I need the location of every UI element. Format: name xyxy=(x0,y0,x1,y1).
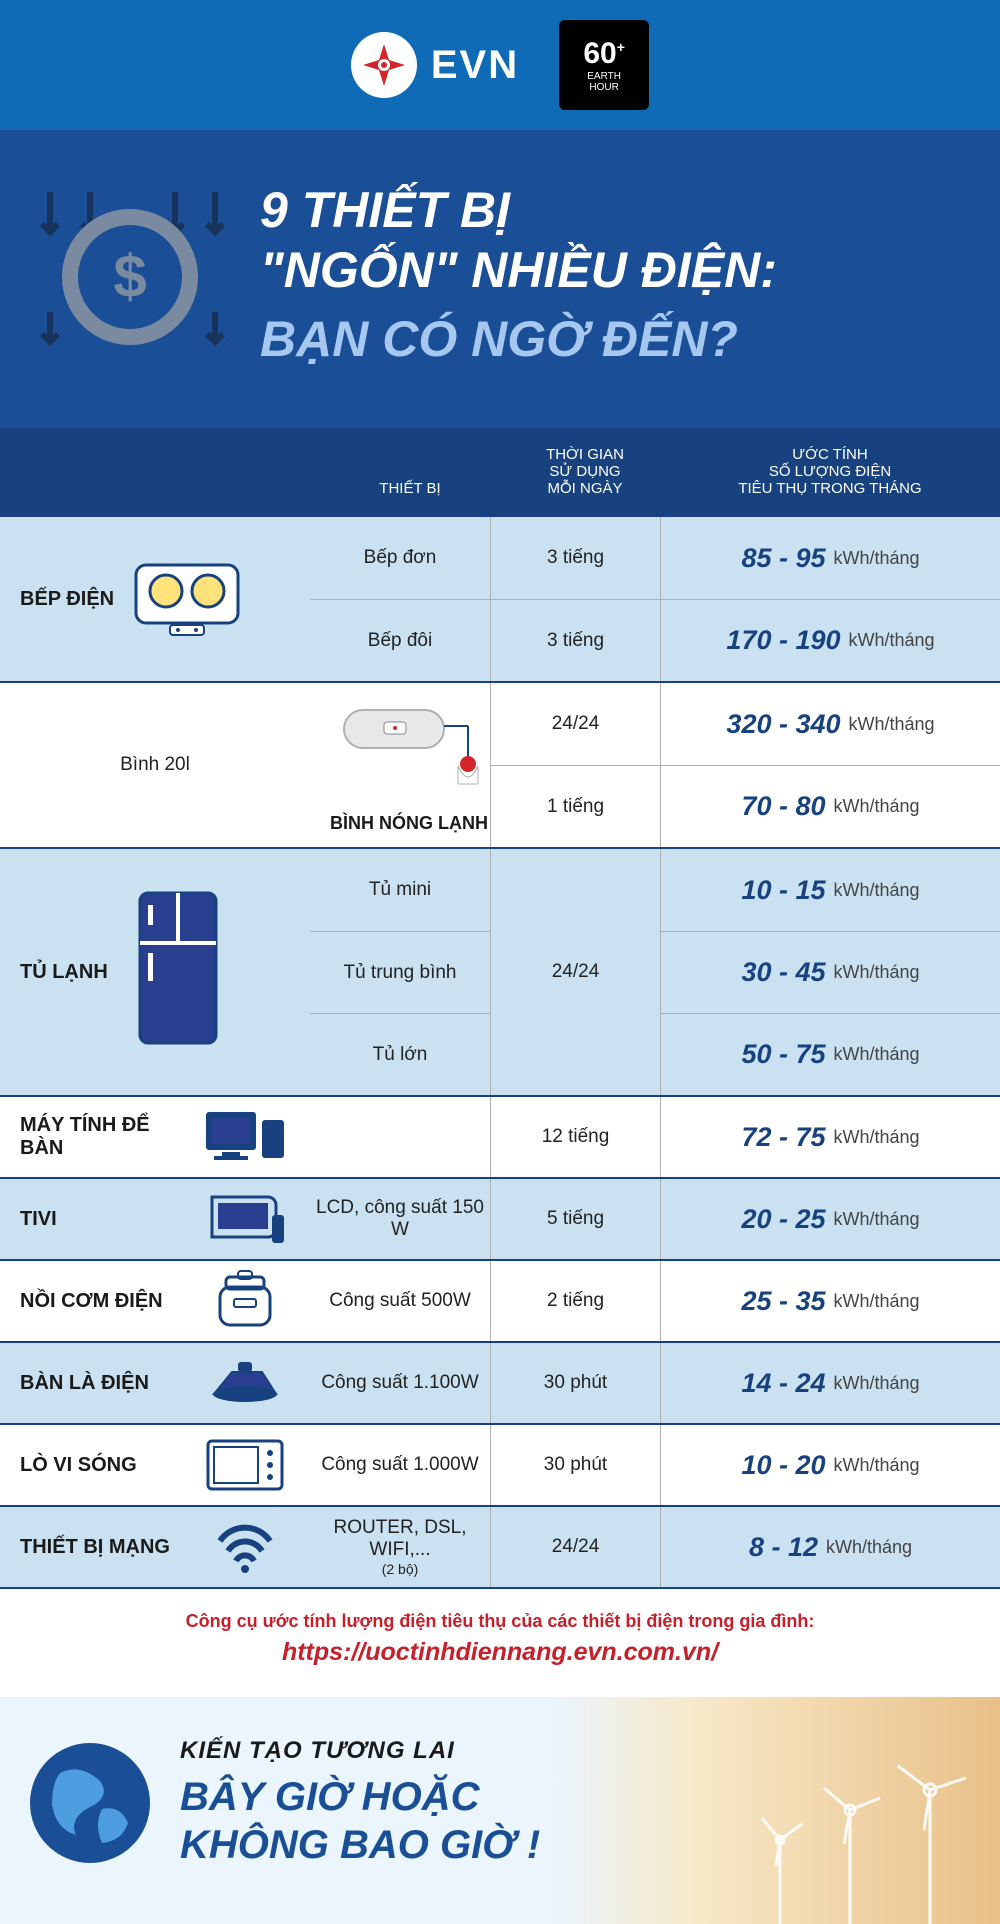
cat-label: BÀN LÀ ĐIỆN xyxy=(0,1372,180,1395)
time-shared: 24/24 xyxy=(490,849,660,1095)
earth-hour-label1: EARTH xyxy=(587,71,621,82)
energy: 50 - 75kWh/tháng xyxy=(660,1014,1000,1095)
energy: 8 - 12kWh/tháng xyxy=(660,1507,1000,1587)
footer-note-url: https://uoctinhdiennang.evn.com.vn/ xyxy=(20,1638,980,1667)
time: 30 phút xyxy=(490,1343,660,1423)
cat-label: THIẾT BỊ MẠNG xyxy=(0,1536,180,1559)
appliance-icon xyxy=(180,1261,310,1341)
time: 3 tiếng xyxy=(490,600,660,681)
evn-logo-icon xyxy=(351,32,417,98)
device: Tủ mini xyxy=(310,849,490,931)
evn-brand-text: EVN xyxy=(431,43,519,88)
earth-hour-label2: HOUR xyxy=(589,82,618,93)
device: Công suất 1.000W xyxy=(310,1454,490,1476)
cat-label: BÌNH NÓNG LẠNH xyxy=(330,813,488,834)
device: ROUTER, DSL, WIFI,...(2 bộ) xyxy=(310,1517,490,1577)
device: Tủ trung bình xyxy=(310,932,490,1013)
appliance-icon xyxy=(180,1098,310,1176)
globe-icon xyxy=(30,1743,150,1863)
time: 24/24 xyxy=(490,683,660,765)
table-row: BÀN LÀ ĐIỆN Công suất 1.100W 30 phút 14 … xyxy=(0,1341,1000,1423)
earth-hour-plus: + xyxy=(617,39,625,55)
earth-hour-badge: 60+ EARTH HOUR xyxy=(559,20,649,110)
row-bep-dien: BẾP ĐIỆN Bếp đơn 3 tiếng 85 - 95kWh/thán… xyxy=(0,515,1000,681)
energy: 25 - 35kWh/tháng xyxy=(660,1261,1000,1341)
appliance-icon xyxy=(180,1425,310,1505)
row-tu-lanh: TỦ LẠNH Tủ mini Tủ trung bình Tủ lớn 24/… xyxy=(0,847,1000,1095)
row-binh-nong-lanh: BÌNH NÓNG LẠNH Bình 20l 24/24 320 - 340k… xyxy=(0,681,1000,847)
cat-label: LÒ VI SÓNG xyxy=(0,1454,180,1477)
footer-banner: KIẾN TẠO TƯƠNG LAI BÂY GIỜ HOẶC KHÔNG BA… xyxy=(0,1697,1000,1924)
col-time: THỜI GIAN SỬ DỤNG MỖI NGÀY xyxy=(500,446,670,497)
svg-text:$: $ xyxy=(113,243,146,310)
time: 12 tiếng xyxy=(490,1097,660,1177)
windmills-icon xyxy=(740,1764,1000,1924)
energy: 10 - 15kWh/tháng xyxy=(660,849,1000,931)
col-energy: ƯỚC TÍNH SỐ LƯỢNG ĐIỆN TIÊU THỤ TRONG TH… xyxy=(670,446,990,497)
energy: 72 - 75kWh/tháng xyxy=(660,1097,1000,1177)
title-line-2: BẠN CÓ NGỜ ĐẾN? xyxy=(260,310,970,368)
stove-icon xyxy=(132,551,242,647)
energy: 14 - 24kWh/tháng xyxy=(660,1343,1000,1423)
energy: 320 - 340kWh/tháng xyxy=(660,683,1000,765)
table-header-row: THIẾT BỊ THỜI GIAN SỬ DỤNG MỖI NGÀY ƯỚC … xyxy=(0,428,1000,515)
appliance-icon xyxy=(180,1181,310,1257)
water-heater-icon xyxy=(330,696,480,802)
device: Công suất 1.100W xyxy=(310,1372,490,1394)
cat-label: TIVI xyxy=(0,1208,180,1231)
title-section: $ 9 THIẾT BỊ "NGỐN" NHIỀU ĐIỆN: BẠN CÓ N… xyxy=(0,130,1000,428)
energy: 30 - 45kWh/tháng xyxy=(660,932,1000,1013)
banner-line2b: KHÔNG BAO GIỜ ! xyxy=(180,1821,540,1869)
col-device: THIẾT BỊ xyxy=(320,480,500,497)
time: 3 tiếng xyxy=(490,517,660,599)
header-bar: EVN 60+ EARTH HOUR xyxy=(0,0,1000,130)
cat-label: MÁY TÍNH ĐỂ BÀN xyxy=(0,1114,180,1160)
cat-label: NỒI CƠM ĐIỆN xyxy=(0,1290,180,1313)
fridge-icon xyxy=(128,879,228,1065)
energy: 70 - 80kWh/tháng xyxy=(660,766,1000,847)
device: Bếp đơn xyxy=(310,517,490,599)
appliance-icon xyxy=(180,1511,310,1583)
device: Bếp đôi xyxy=(310,600,490,681)
footer-note-label: Công cụ ước tính lượng điện tiêu thụ của… xyxy=(20,1611,980,1632)
device: Công suất 500W xyxy=(310,1290,490,1312)
earth-hour-60: 60 xyxy=(583,37,616,70)
time: 5 tiếng xyxy=(490,1179,660,1259)
title-line-1a: 9 THIẾT BỊ xyxy=(260,180,970,240)
time: 30 phút xyxy=(490,1425,660,1505)
time: 2 tiếng xyxy=(490,1261,660,1341)
time: 24/24 xyxy=(490,1507,660,1587)
time: 1 tiếng xyxy=(490,766,660,847)
cat-label: TỦ LẠNH xyxy=(20,961,108,984)
energy: 85 - 95kWh/tháng xyxy=(660,517,1000,599)
device: Bình 20l xyxy=(0,683,310,847)
energy: 20 - 25kWh/tháng xyxy=(660,1179,1000,1259)
table-row: MÁY TÍNH ĐỂ BÀN 12 tiếng 72 - 75kWh/thán… xyxy=(0,1095,1000,1177)
energy: 10 - 20kWh/tháng xyxy=(660,1425,1000,1505)
data-table: BẾP ĐIỆN Bếp đơn 3 tiếng 85 - 95kWh/thán… xyxy=(0,515,1000,1587)
device: LCD, công suất 150 W xyxy=(310,1197,490,1241)
appliance-icon xyxy=(180,1350,310,1416)
dollar-savings-icon: $ xyxy=(30,182,230,367)
device: Tủ lớn xyxy=(310,1014,490,1095)
table-row: NỒI CƠM ĐIỆN Công suất 500W 2 tiếng 25 -… xyxy=(0,1259,1000,1341)
banner-line1: KIẾN TẠO TƯƠNG LAI xyxy=(180,1737,540,1765)
energy: 170 - 190kWh/tháng xyxy=(660,600,1000,681)
table-row: THIẾT BỊ MẠNG ROUTER, DSL, WIFI,...(2 bộ… xyxy=(0,1505,1000,1587)
table-row: TIVI LCD, công suất 150 W 5 tiếng 20 - 2… xyxy=(0,1177,1000,1259)
cat-label: BẾP ĐIỆN xyxy=(20,588,114,611)
evn-logo: EVN xyxy=(351,32,519,98)
table-row: LÒ VI SÓNG Công suất 1.000W 30 phút 10 -… xyxy=(0,1423,1000,1505)
title-line-1b: "NGỐN" NHIỀU ĐIỆN: xyxy=(260,240,970,300)
banner-line2a: BÂY GIỜ HOẶC xyxy=(180,1773,540,1821)
footer-note: Công cụ ước tính lượng điện tiêu thụ của… xyxy=(0,1587,1000,1697)
